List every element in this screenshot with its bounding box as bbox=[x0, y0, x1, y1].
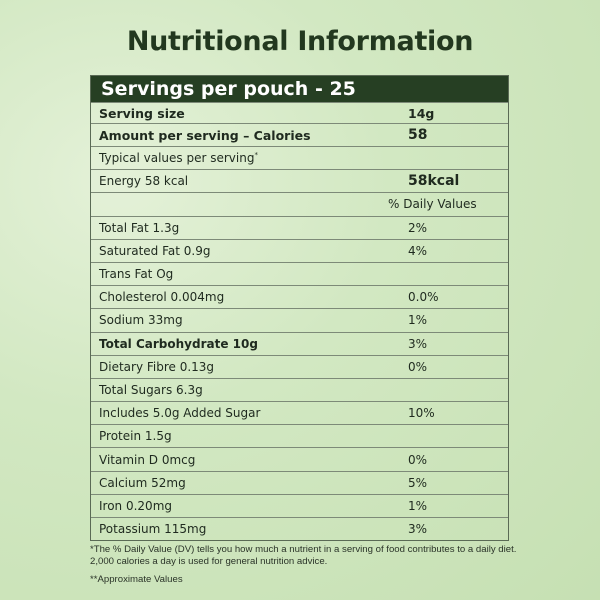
row-value: 14g bbox=[408, 105, 435, 121]
row-label: Vitamin D 0mcg bbox=[99, 452, 196, 467]
footnote-mark: * bbox=[254, 151, 258, 160]
table-row: Potassium 115mg 3% bbox=[91, 517, 508, 540]
row-value: 58kcal bbox=[408, 173, 460, 190]
row-label: Total Sugars 6.3g bbox=[99, 382, 203, 397]
typical-row: Typical values per serving* bbox=[91, 146, 508, 169]
row-value: 1% bbox=[408, 498, 428, 513]
row-label: Serving size bbox=[99, 105, 185, 121]
content: Servings per pouch - 25 Serving size 14g… bbox=[90, 75, 520, 586]
row-value: 0.0% bbox=[408, 290, 439, 305]
table-row: Cholesterol 0.004mg 0.0% bbox=[91, 285, 508, 308]
table-row: Total Fat 1.3g 2% bbox=[91, 215, 508, 239]
row-label: Amount per serving – Calories bbox=[99, 127, 311, 143]
row-label: Includes 5.0g Added Sugar bbox=[99, 406, 261, 421]
table-row: Total Carbohydrate 10g 3% bbox=[91, 331, 508, 355]
nutrition-table: Servings per pouch - 25 Serving size 14g… bbox=[90, 75, 509, 542]
table-row: Sodium 33mg 1% bbox=[91, 308, 508, 331]
table-row: Trans Fat Og bbox=[91, 261, 508, 285]
footnote-approx: **Approximate Values bbox=[90, 574, 183, 586]
serving-size-row: Serving size 14g bbox=[91, 102, 508, 123]
row-value: 10% bbox=[408, 406, 435, 421]
servings-header: Servings per pouch - 25 bbox=[91, 76, 508, 102]
row-value: 0% bbox=[408, 359, 428, 374]
row-value: 1% bbox=[408, 313, 428, 328]
row-label: Dietary Fibre 0.13g bbox=[99, 359, 215, 374]
row-label: Trans Fat Og bbox=[99, 267, 174, 282]
row-value: 3% bbox=[408, 336, 428, 351]
page-title: Nutritional Information bbox=[126, 26, 474, 57]
table-row: Calcium 52mg 5% bbox=[91, 470, 508, 494]
row-label: Sodium 33mg bbox=[99, 313, 183, 328]
row-label: Total Carbohydrate 10g bbox=[99, 336, 258, 351]
row-value: 0% bbox=[408, 452, 428, 467]
footnote: *The % Daily Value (DV) tells you how mu… bbox=[90, 544, 517, 568]
row-value: 4% bbox=[408, 243, 428, 258]
table-row: Includes 5.0g Added Sugar 10% bbox=[91, 401, 508, 424]
row-label: Energy 58 kcal bbox=[99, 174, 189, 189]
table-row: Saturated Fat 0.9g 4% bbox=[91, 238, 508, 262]
table-row: Dietary Fibre 0.13g 0% bbox=[91, 354, 508, 378]
row-value: 5% bbox=[408, 475, 428, 490]
row-value: 2% bbox=[408, 220, 428, 235]
table-row: Vitamin D 0mcg 0% bbox=[91, 447, 508, 470]
row-value: 58 bbox=[408, 127, 428, 143]
table-row: Iron 0.20mg 1% bbox=[91, 493, 508, 517]
row-label: Calcium 52mg bbox=[99, 475, 186, 490]
row-label: Iron 0.20mg bbox=[99, 498, 172, 513]
row-label: Saturated Fat 0.9g bbox=[99, 243, 211, 258]
row-label: Total Fat 1.3g bbox=[99, 220, 180, 235]
row-value: 3% bbox=[408, 522, 428, 537]
row-label: Potassium 115mg bbox=[99, 522, 207, 537]
table-row: Total Sugars 6.3g bbox=[91, 377, 508, 401]
calories-row: Amount per serving – Calories 58 bbox=[91, 123, 508, 146]
dv-header-row: % Daily Values bbox=[91, 192, 508, 215]
dv-header: % Daily Values bbox=[388, 197, 477, 212]
row-label: Cholesterol 0.004mg bbox=[99, 290, 225, 305]
table-row: Protein 1.5g bbox=[91, 424, 508, 447]
energy-row: Energy 58 kcal 58kcal bbox=[91, 169, 508, 192]
row-label: Protein 1.5g bbox=[99, 429, 172, 444]
row-label: Typical values per serving bbox=[99, 151, 255, 166]
